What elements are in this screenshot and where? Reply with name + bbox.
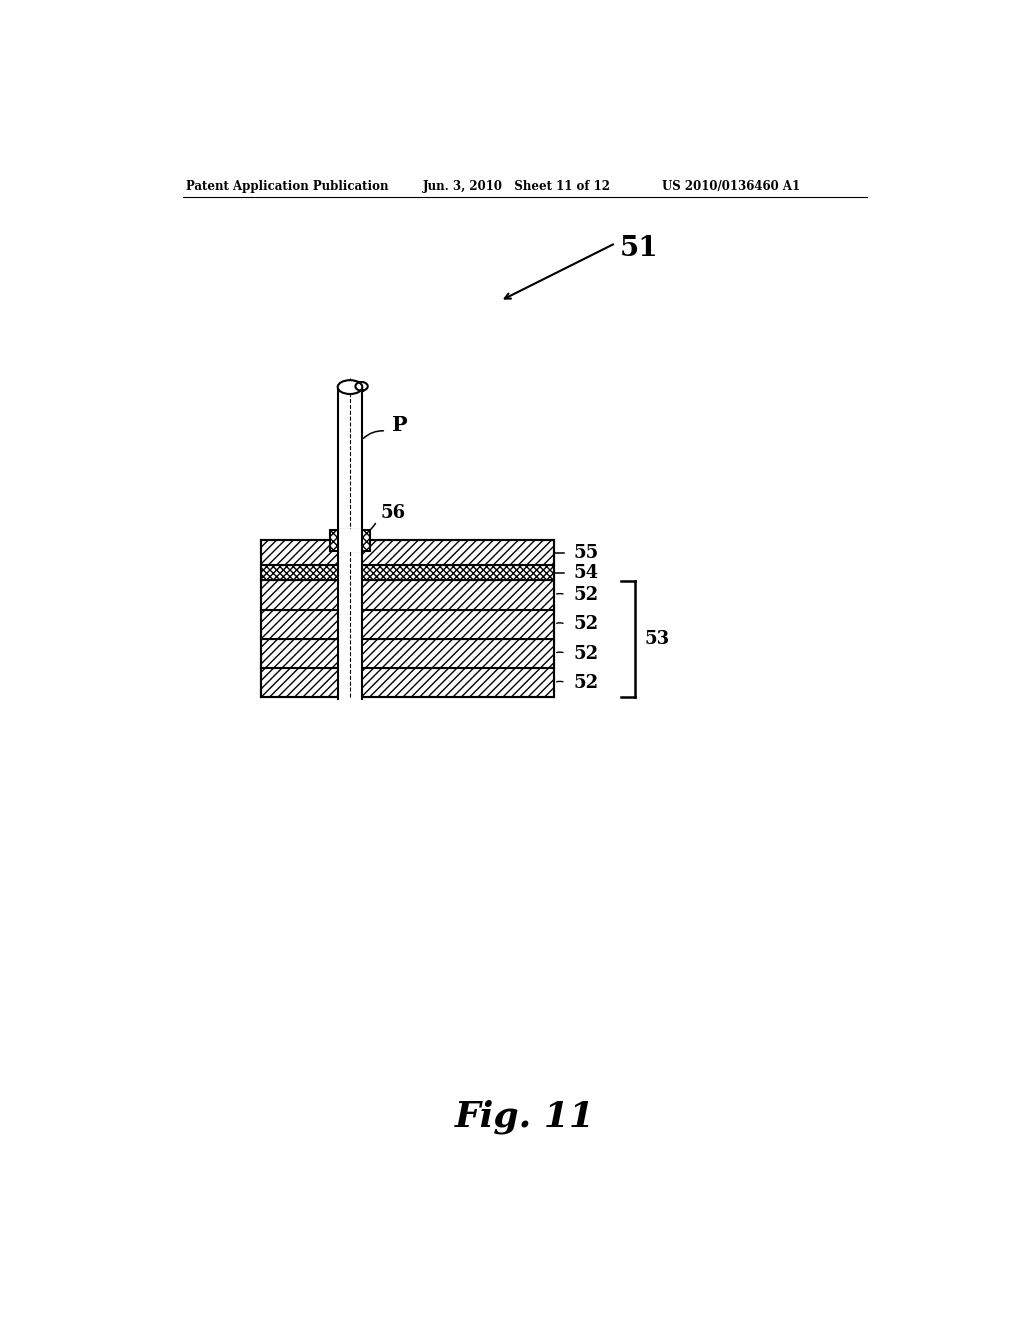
Bar [261, 639, 554, 668]
Text: 55: 55 [573, 544, 599, 561]
Text: P: P [392, 414, 408, 434]
Text: 56: 56 [381, 504, 406, 523]
Bar [261, 610, 554, 639]
Text: 54: 54 [573, 564, 598, 582]
Text: 52: 52 [573, 586, 598, 605]
Bar [338, 383, 362, 700]
Text: Fig. 11: Fig. 11 [455, 1100, 595, 1134]
Bar [339, 529, 361, 552]
Text: 51: 51 [620, 235, 658, 263]
Text: 52: 52 [573, 644, 598, 663]
Text: 53: 53 [644, 630, 670, 648]
Text: Patent Application Publication: Patent Application Publication [186, 180, 388, 193]
Text: 52: 52 [573, 673, 598, 692]
Ellipse shape [338, 380, 362, 395]
Text: 52: 52 [573, 615, 598, 634]
Bar [261, 540, 554, 565]
Bar [261, 668, 554, 697]
Bar [261, 581, 554, 610]
Bar [330, 529, 370, 552]
Text: US 2010/0136460 A1: US 2010/0136460 A1 [662, 180, 800, 193]
Text: Jun. 3, 2010   Sheet 11 of 12: Jun. 3, 2010 Sheet 11 of 12 [423, 180, 611, 193]
Bar [261, 565, 554, 581]
